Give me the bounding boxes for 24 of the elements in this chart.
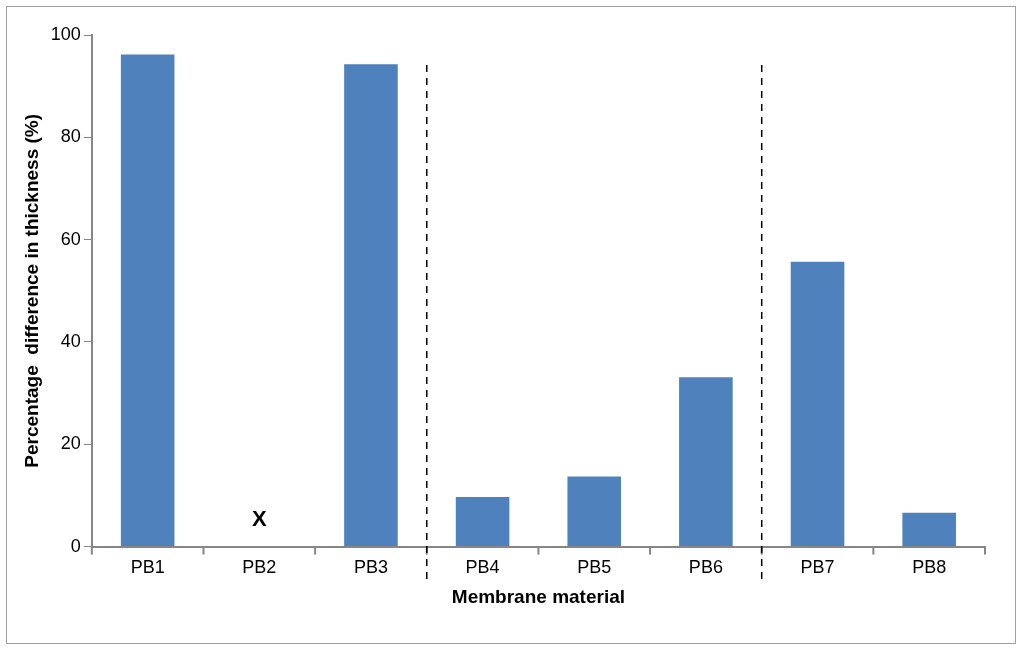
y-axis-title: Percentage difference in thickness (%) bbox=[20, 113, 42, 468]
bar bbox=[567, 476, 622, 547]
x-tick-label: PB6 bbox=[688, 557, 723, 578]
x-tick-label: PB8 bbox=[912, 557, 947, 578]
bar bbox=[790, 261, 845, 547]
y-tick-label: 20 bbox=[60, 433, 81, 454]
y-tick-label: 0 bbox=[70, 535, 81, 556]
x-axis-title: Membrane material bbox=[451, 585, 626, 607]
x-tick-label: PB3 bbox=[353, 557, 388, 578]
y-tick-label: 60 bbox=[60, 228, 81, 249]
x-tick-label: PB1 bbox=[130, 557, 165, 578]
bar bbox=[902, 512, 956, 547]
x-tick-label: PB5 bbox=[577, 557, 612, 578]
y-tick-label: 80 bbox=[60, 126, 81, 147]
y-tick-label: 100 bbox=[50, 23, 81, 44]
x-tick-label: PB2 bbox=[242, 557, 277, 578]
annotation: X bbox=[251, 505, 267, 531]
bar bbox=[679, 377, 733, 547]
bar bbox=[344, 64, 398, 547]
bar bbox=[455, 496, 510, 547]
y-tick-label: 40 bbox=[60, 330, 81, 351]
x-tick-label: PB4 bbox=[465, 557, 500, 578]
x-tick-label: PB7 bbox=[800, 557, 835, 578]
bar bbox=[120, 54, 175, 547]
